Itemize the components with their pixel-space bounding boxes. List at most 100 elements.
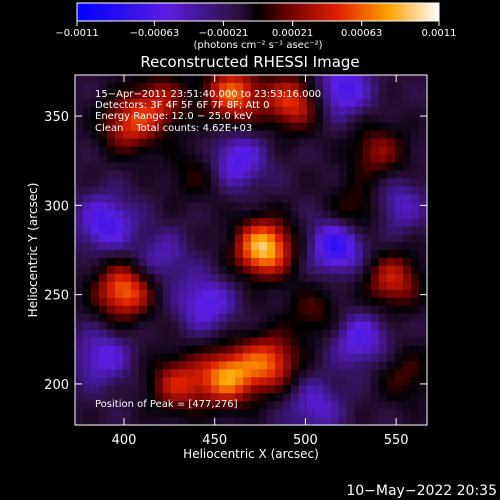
heatmap-cell [187,162,196,172]
heatmap-cell [291,138,300,148]
heatmap-cell [267,337,276,347]
heatmap-cell [75,202,84,211]
heatmap-cell [339,329,348,339]
heatmap-cell [347,281,356,291]
heatmap-cell [203,82,212,92]
heatmap-cell [395,114,404,124]
heatmap-cell [339,90,348,100]
heatmap-cell [211,138,220,148]
heatmap-cell [123,377,132,386]
heatmap-cell [163,281,172,291]
heatmap-cell [195,329,204,339]
annotation-time-range: 15−Apr−2011 23:51:40.000 to 23:53:16.000 [95,89,321,100]
heatmap-cell [115,313,124,323]
heatmap-cell [395,122,404,132]
heatmap-cell [123,250,132,259]
heatmap-cell [91,273,100,283]
heatmap-cell [123,369,132,378]
heatmap-cell [283,273,292,283]
heatmap-cell [91,337,100,347]
heatmap-cell [99,218,108,227]
heatmap-cell [179,162,188,172]
heatmap-cell [251,162,260,172]
heatmap-cell [267,114,276,124]
heatmap-cell [363,377,372,386]
heatmap-cell [379,361,388,370]
heatmap-cell [315,321,324,331]
heatmap-cell [379,162,388,172]
heatmap-cell [83,257,92,267]
heatmap-cell [283,345,292,354]
heatmap-cell [115,257,124,267]
heatmap-cell [291,297,300,307]
heatmap-cell [211,297,220,307]
heatmap-cell [179,353,188,362]
heatmap-cell [131,289,140,299]
heatmap-cell [419,162,428,172]
heatmap-cell [379,138,388,148]
heatmap-cell [395,297,404,307]
heatmap-cell [395,265,404,275]
heatmap-cell [243,75,252,84]
heatmap-cell [267,146,276,156]
heatmap-cell [419,281,428,291]
heatmap-cell [339,393,348,402]
heatmap-cell [267,234,276,243]
heatmap-cell [235,265,244,275]
heatmap-cell [283,218,292,227]
heatmap-cell [403,345,412,354]
heatmap-cell [75,114,84,124]
heatmap-cell [371,170,380,179]
heatmap-cell [123,234,132,243]
heatmap-cell [259,377,268,386]
heatmap-cell [243,393,252,402]
heatmap-cell [355,106,364,116]
heatmap-cell [323,345,332,354]
heatmap-cell [283,385,292,394]
heatmap-cell [75,178,84,187]
heatmap-cell [123,75,132,84]
heatmap-cell [331,82,340,92]
heatmap-cell [187,273,196,283]
heatmap-cell [83,146,92,156]
heatmap-cell [419,265,428,275]
heatmap-cell [171,138,180,148]
colorbar-tick-label: 0.0011 [422,28,457,39]
heatmap-cell [123,178,132,187]
heatmap-cell [91,289,100,299]
heatmap-cell [179,329,188,339]
heatmap-cell [155,154,164,164]
heatmap-cell [283,106,292,116]
heatmap-cell [211,329,220,339]
heatmap-cell [339,265,348,275]
heatmap-cell [155,82,164,92]
heatmap-cell [219,337,228,347]
heatmap-cell [307,313,316,323]
heatmap-cell [307,114,316,124]
heatmap-cell [267,226,276,235]
heatmap-cell [123,297,132,307]
heatmap-cell [131,353,140,362]
heatmap-cell [195,122,204,132]
heatmap-cell [395,98,404,108]
heatmap-cell [315,305,324,315]
heatmap-cell [403,122,412,132]
heatmap-cell [371,369,380,378]
heatmap-cell [267,393,276,402]
heatmap-cell [347,90,356,100]
heatmap-cell [171,98,180,108]
heatmap-cell [115,75,124,84]
heatmap-cell [403,98,412,108]
heatmap-cell [91,186,100,195]
heatmap-cell [387,401,396,410]
heatmap-cell [395,257,404,267]
heatmap-cell [235,154,244,164]
heatmap-cell [387,114,396,124]
heatmap-cell [99,98,108,108]
heatmap-cell [219,385,228,394]
heatmap-cell [131,82,140,92]
heatmap-cell [387,377,396,386]
heatmap-cell [171,242,180,251]
